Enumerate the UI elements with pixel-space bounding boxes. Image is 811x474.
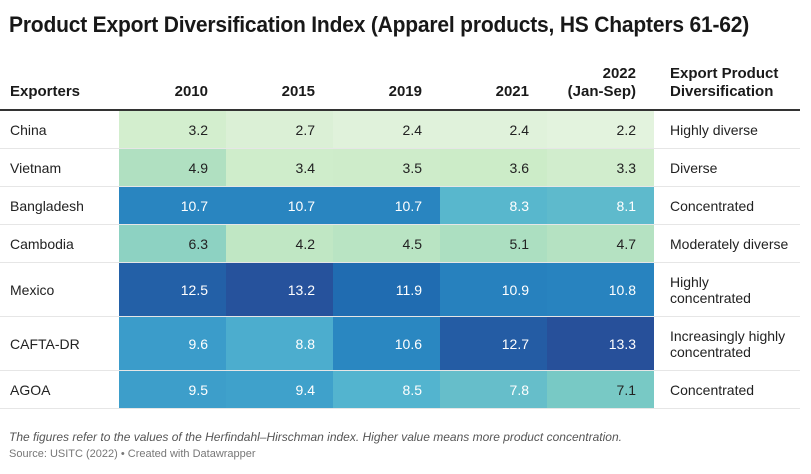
heatmap-cell: 4.2 bbox=[226, 224, 333, 263]
heatmap-cell: 2.4 bbox=[333, 110, 440, 149]
table-row: CAFTA-DR 9.6 8.8 10.6 12.7 13.3 Increasingly h… bbox=[0, 316, 800, 371]
heatmap-cell: 4.7 bbox=[547, 224, 654, 263]
table-row: China 3.2 2.7 2.4 2.4 2.2 Highly diverse bbox=[0, 110, 800, 149]
heatmap-table: Exporters 2010 2015 2019 2021 2022 (Jan-… bbox=[0, 60, 800, 409]
diversification-label: Diverse bbox=[654, 148, 800, 187]
table-row: AGOA 9.5 9.4 8.5 7.8 7.1 Concentrated bbox=[0, 370, 800, 409]
heatmap-cell: 9.6 bbox=[119, 316, 226, 371]
heatmap-cell: 3.5 bbox=[333, 148, 440, 187]
diversification-label: Highly diverse bbox=[654, 110, 800, 149]
diversification-line: Increasingly highly bbox=[670, 327, 786, 344]
diversification-label: Concentrated bbox=[654, 370, 800, 409]
exporter-label: China bbox=[0, 110, 119, 149]
chart-note: The figures refer to the values of the H… bbox=[9, 430, 622, 444]
exporter-label: Cambodia bbox=[0, 224, 119, 263]
header-year-line: 2010 bbox=[174, 83, 208, 100]
heatmap-cell: 10.9 bbox=[440, 262, 547, 317]
table-row: Cambodia 6.3 4.2 4.5 5.1 4.7 Moderately divers… bbox=[0, 224, 800, 263]
heatmap-cell: 9.5 bbox=[119, 370, 226, 409]
heatmap-cell: 9.4 bbox=[226, 370, 333, 409]
heatmap-cell: 2.2 bbox=[547, 110, 654, 149]
header-exporters: Exporters bbox=[0, 60, 119, 111]
diversification-line: Diverse bbox=[670, 159, 718, 176]
diversification-line: Concentrated bbox=[670, 381, 755, 398]
header-year-line: 2022 bbox=[602, 65, 636, 82]
diversification-line: concentrated bbox=[670, 343, 751, 360]
heatmap-cell: 7.8 bbox=[440, 370, 547, 409]
diversification-line: Highly bbox=[670, 273, 709, 290]
chart-notes: The figures refer to the values of the H… bbox=[9, 430, 804, 462]
header-year-line: 2019 bbox=[388, 83, 422, 100]
heatmap-cell: 12.5 bbox=[119, 262, 226, 317]
heatmap-cell: 3.6 bbox=[440, 148, 547, 187]
diversification-label: Moderately diverse bbox=[654, 224, 800, 263]
header-year-line: 2021 bbox=[495, 83, 529, 100]
heatmap-cell: 3.3 bbox=[547, 148, 654, 187]
heatmap-cell: 3.4 bbox=[226, 148, 333, 187]
heatmap-cell: 13.3 bbox=[547, 316, 654, 371]
diversification-line: Highly diverse bbox=[670, 121, 758, 138]
heatmap-cell: 13.2 bbox=[226, 262, 333, 317]
header-year-2015: 2015 bbox=[226, 60, 333, 111]
heatmap-cell: 12.7 bbox=[440, 316, 547, 371]
header-year-2010: 2010 bbox=[119, 60, 226, 111]
diversification-label: Increasingly highly concentrated bbox=[654, 316, 800, 371]
diversification-line: concentrated bbox=[670, 289, 751, 306]
exporter-label: Mexico bbox=[0, 262, 119, 317]
heatmap-cell: 10.8 bbox=[547, 262, 654, 317]
header-diversification-line: Export Product bbox=[670, 65, 779, 82]
diversification-label: Highly concentrated bbox=[654, 262, 800, 317]
header-diversification: Export Product Diversification bbox=[654, 60, 800, 111]
heatmap-cell: 8.3 bbox=[440, 186, 547, 225]
chart-title: Product Export Diversification Index (Ap… bbox=[9, 12, 750, 37]
heatmap-cell: 2.7 bbox=[226, 110, 333, 149]
heatmap-cell: 4.9 bbox=[119, 148, 226, 187]
heatmap-cell: 4.5 bbox=[333, 224, 440, 263]
heatmap-cell: 10.7 bbox=[226, 186, 333, 225]
heatmap-cell: 10.7 bbox=[119, 186, 226, 225]
heatmap-cell: 2.4 bbox=[440, 110, 547, 149]
table-row: Mexico 12.5 13.2 11.9 10.9 10.8 Highly concentr… bbox=[0, 262, 800, 317]
diversification-line: Concentrated bbox=[670, 197, 755, 214]
header-year-2019: 2019 bbox=[333, 60, 440, 111]
heatmap-body: China 3.2 2.7 2.4 2.4 2.2 Highly diverse Vietna… bbox=[0, 110, 800, 409]
header-year-2021: 2021 bbox=[440, 60, 547, 111]
heatmap-cell: 8.8 bbox=[226, 316, 333, 371]
heatmap-cell: 5.1 bbox=[440, 224, 547, 263]
exporter-label: CAFTA-DR bbox=[0, 316, 119, 371]
header-year-2022: 2022 (Jan-Sep) bbox=[547, 60, 654, 111]
heatmap-cell: 8.5 bbox=[333, 370, 440, 409]
diversification-label: Concentrated bbox=[654, 186, 800, 225]
header-row: Exporters 2010 2015 2019 2021 2022 (Jan-… bbox=[0, 60, 800, 111]
heatmap-cell: 7.1 bbox=[547, 370, 654, 409]
heatmap-cell: 6.3 bbox=[119, 224, 226, 263]
heatmap-cell: 10.7 bbox=[333, 186, 440, 225]
diversification-line: Moderately diverse bbox=[670, 235, 789, 252]
exporter-label: AGOA bbox=[0, 370, 119, 409]
header-year-line: (Jan-Sep) bbox=[567, 83, 636, 100]
exporter-label: Bangladesh bbox=[0, 186, 119, 225]
heatmap-cell: 11.9 bbox=[333, 262, 440, 317]
chart-source: Source: USITC (2022) • Created with Data… bbox=[9, 448, 256, 460]
heatmap-cell: 3.2 bbox=[119, 110, 226, 149]
table-row: Bangladesh 10.7 10.7 10.7 8.3 8.1 Concentrated bbox=[0, 186, 800, 225]
heatmap-cell: 8.1 bbox=[547, 186, 654, 225]
table-row: Vietnam 4.9 3.4 3.5 3.6 3.3 Diverse bbox=[0, 148, 800, 187]
heatmap-cell: 10.6 bbox=[333, 316, 440, 371]
exporter-label: Vietnam bbox=[0, 148, 119, 187]
header-diversification-line: Diversification bbox=[670, 83, 774, 100]
header-year-line: 2015 bbox=[281, 83, 315, 100]
